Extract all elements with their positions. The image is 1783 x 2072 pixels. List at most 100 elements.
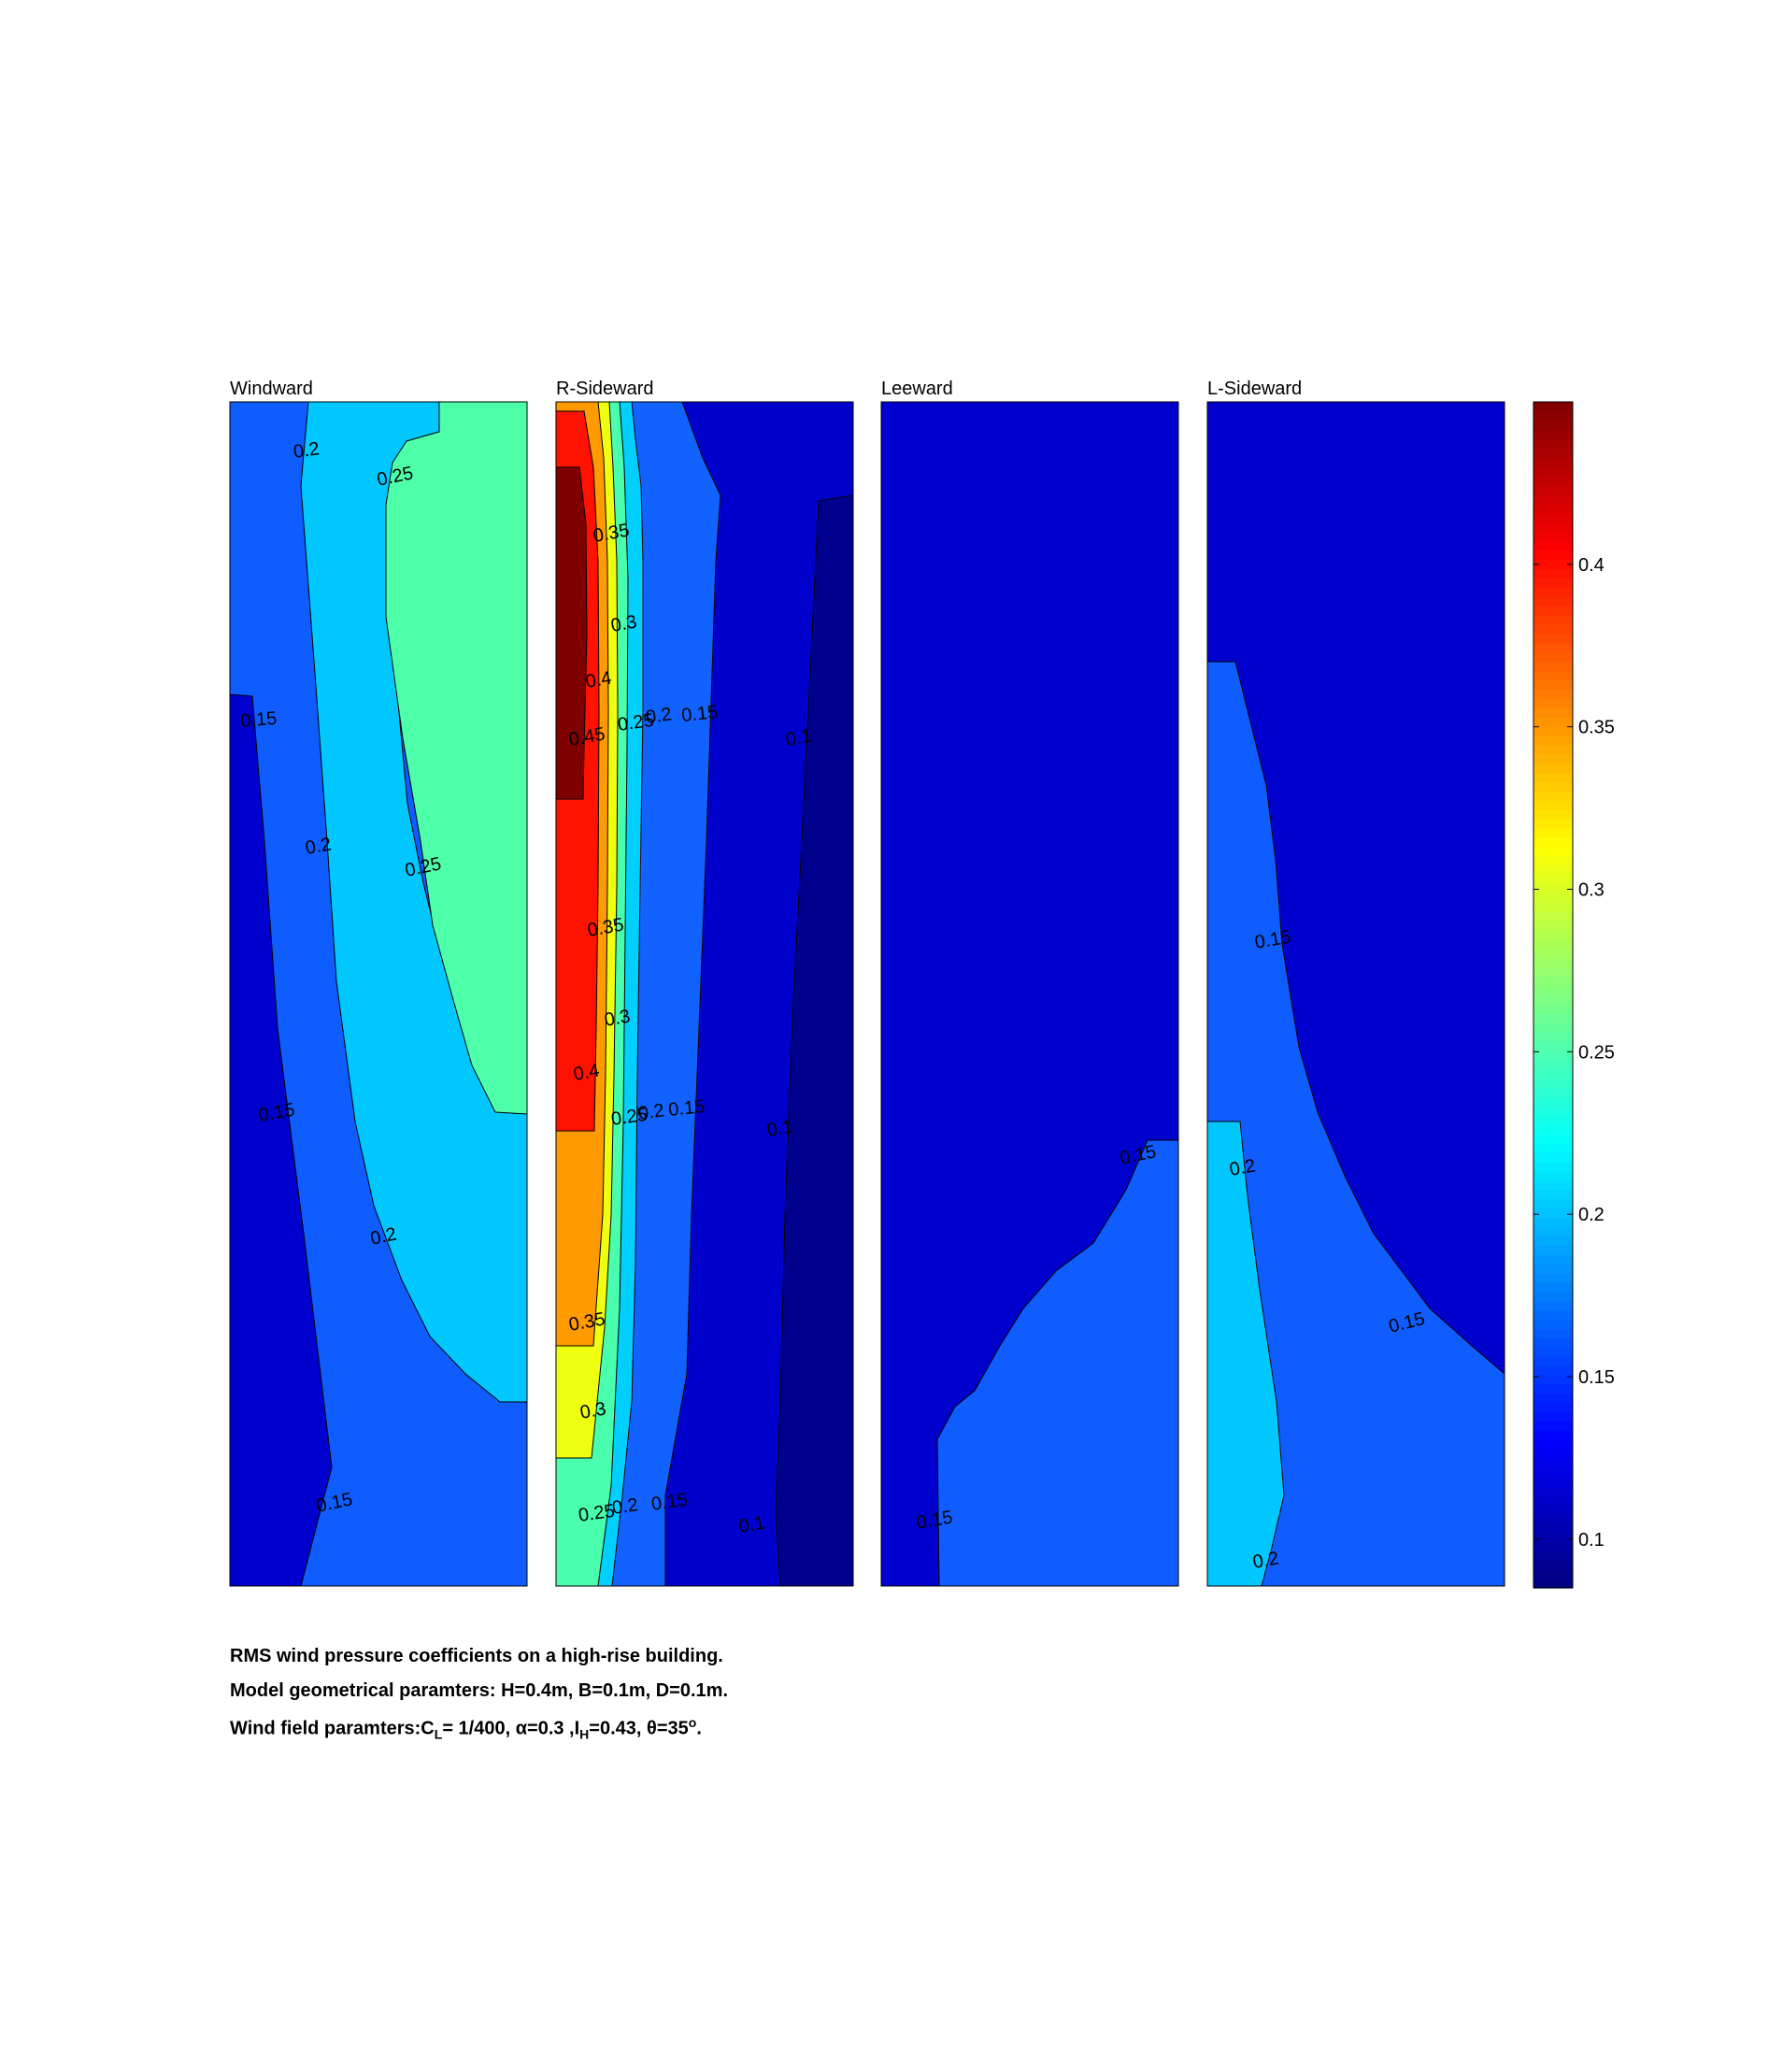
caption-line3-prefix: Wind field paramters:C [230, 1718, 435, 1739]
colorbar-band [1533, 1281, 1573, 1293]
contour-label: 0.25 [578, 1501, 617, 1526]
colorbar-band [1533, 1152, 1573, 1163]
colorbar-band [1533, 651, 1573, 663]
colorbar-band [1533, 1096, 1573, 1107]
contour-label: 0.1 [784, 725, 813, 750]
colorbar-band [1533, 744, 1573, 755]
caption-theta: θ=35 [647, 1718, 689, 1739]
colorbar-band [1533, 504, 1573, 514]
colorbar-band [1533, 1569, 1573, 1579]
colorbar-band [1533, 836, 1573, 848]
colorbar-tick-label: 0.2 [1578, 1205, 1605, 1225]
colorbar-band [1533, 1522, 1573, 1534]
colorbar-band [1533, 1356, 1573, 1366]
contour-label: 0.4 [584, 667, 613, 692]
colorbar-band [1533, 828, 1573, 838]
colorbar-band [1533, 893, 1573, 903]
contour-label: 0.2 [637, 1100, 666, 1124]
colorbar-tick-label: 0.25 [1578, 1042, 1615, 1063]
colorbar-band [1533, 1291, 1573, 1302]
colorbar-band [1533, 578, 1573, 588]
colorbar-band [1533, 1087, 1573, 1098]
colorbar-band [1533, 921, 1573, 931]
caption-line-2: Model geometrical paramters: H=0.4m, B=0… [230, 1680, 728, 1701]
colorbar-band [1533, 1134, 1573, 1144]
colorbar-band [1533, 1532, 1573, 1543]
caption-cl-value: = 1/400, [442, 1718, 516, 1739]
colorbar-band [1533, 707, 1573, 718]
colorbar-band [1533, 1439, 1573, 1450]
colorbar-band [1533, 1106, 1573, 1116]
colorbar-band [1533, 902, 1573, 912]
colorbar-band [1533, 1560, 1573, 1570]
colorbar-band [1533, 781, 1573, 792]
colorbar-band [1533, 1430, 1573, 1440]
colorbar-band [1533, 1402, 1573, 1413]
colorbar-band [1533, 883, 1573, 894]
l-sideward-region-high [1207, 1121, 1285, 1586]
colorbar-band [1533, 1477, 1573, 1487]
contour-label: 0.1 [737, 1512, 766, 1536]
colorbar-band [1533, 642, 1573, 653]
colorbar-band [1533, 1579, 1573, 1589]
colorbar-band [1533, 670, 1573, 681]
colorbar-band [1533, 623, 1573, 635]
colorbar-band [1533, 930, 1573, 940]
colorbar-band [1533, 596, 1573, 607]
colorbar-band [1533, 985, 1573, 996]
colorbar-band [1533, 1124, 1573, 1135]
colorbar-band [1533, 1179, 1573, 1191]
colorbar-band [1533, 1504, 1573, 1515]
contour-label: 0.4 [572, 1060, 601, 1084]
contour-label: 0.2 [611, 1494, 640, 1519]
colorbar-tick-label: 0.1 [1578, 1530, 1605, 1550]
colorbar-band [1533, 1300, 1573, 1311]
colorbar-band [1533, 1236, 1573, 1246]
colorbar-band [1533, 1078, 1573, 1089]
colorbar-band [1533, 568, 1573, 579]
contour-label: 0.3 [603, 1006, 632, 1030]
contour-label: 0.25 [610, 1105, 649, 1130]
colorbar-band [1533, 698, 1573, 708]
colorbar-band [1533, 512, 1573, 523]
colorbar-band [1533, 911, 1573, 922]
colorbar-band [1533, 874, 1573, 885]
colorbar-band [1533, 485, 1573, 495]
colorbar-band [1533, 606, 1573, 616]
colorbar-band [1533, 1449, 1573, 1459]
panel-title-l-sideward: L-Sideward [1207, 379, 1302, 399]
colorbar-band [1533, 1467, 1573, 1478]
colorbar-band [1533, 1550, 1573, 1561]
colorbar-band [1533, 846, 1573, 857]
colorbar-band [1533, 725, 1573, 736]
l-sideward-frame [1206, 401, 1505, 1587]
contour-label: 0.1 [765, 1116, 794, 1140]
contour-label: 0.15 [680, 702, 719, 726]
colorbar-band [1533, 679, 1573, 690]
colorbar-band [1533, 948, 1573, 959]
contour-label: 0.2 [1228, 1155, 1257, 1179]
colorbar-band [1533, 1541, 1573, 1551]
colorbar-frame [1533, 401, 1574, 1589]
colorbar-band [1533, 1337, 1573, 1348]
colorbar-band [1533, 1393, 1573, 1404]
leeward-frame [880, 401, 1179, 1587]
r-sideward-contour-labels: 0.35 0.3 0.4 0.45 0.25 0.2 0.15 0.1 0.35… [567, 520, 813, 1536]
colorbar-band [1533, 1374, 1573, 1385]
colorbar-band [1533, 559, 1573, 570]
caption-sup-o: o [688, 1715, 697, 1730]
colorbar-band [1533, 966, 1573, 978]
colorbar-band [1533, 1143, 1573, 1153]
contour-label: 0.15 [650, 1490, 690, 1515]
windward-contour-labels: 0.2 0.25 0.15 0.2 0.25 0.15 0.2 0.15 [240, 438, 444, 1517]
colorbar-band [1533, 615, 1573, 625]
windward-region-low [230, 693, 333, 1586]
colorbar-band [1533, 1485, 1573, 1496]
colorbar-band [1533, 1207, 1573, 1219]
panel-leeward: Leeward 0.15 0.15 [880, 379, 1179, 1587]
colorbar-band [1533, 1189, 1573, 1200]
colorbar-band [1533, 689, 1573, 699]
colorbar-band [1533, 1032, 1573, 1042]
panel-windward: Windward 0.2 0.25 0.15 0.2 0.25 0.15 0.2… [229, 379, 528, 1587]
colorbar-band [1533, 540, 1573, 551]
